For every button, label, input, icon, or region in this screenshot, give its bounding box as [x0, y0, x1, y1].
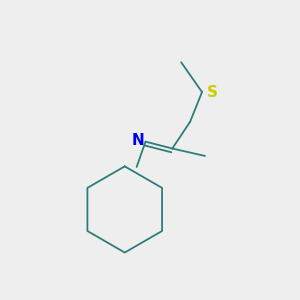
- Text: S: S: [207, 85, 218, 100]
- Text: N: N: [131, 133, 144, 148]
